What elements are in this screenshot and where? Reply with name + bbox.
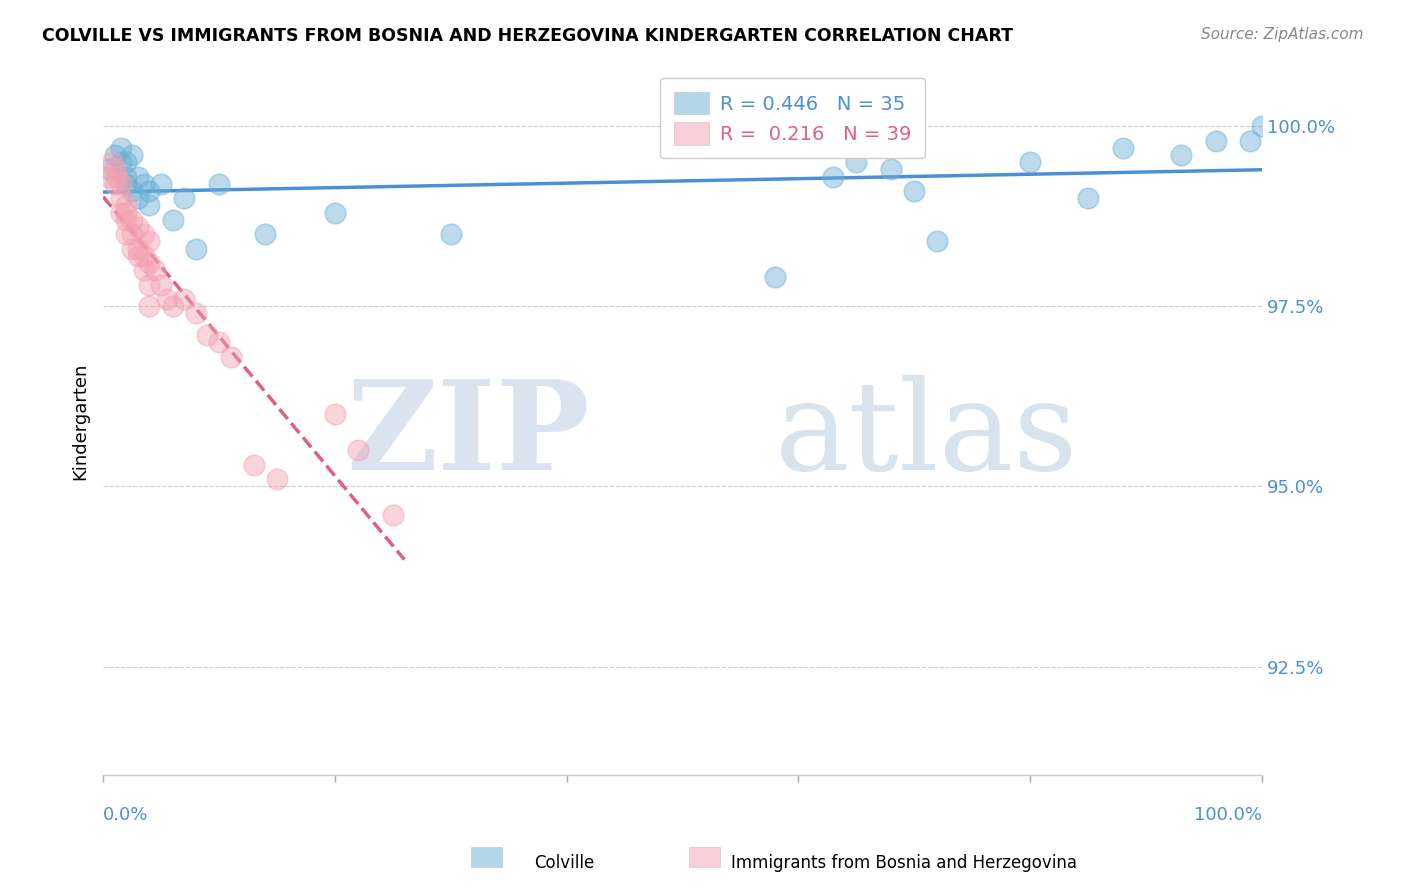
Point <box>880 162 903 177</box>
Point <box>132 177 155 191</box>
Point <box>115 198 138 212</box>
Point <box>104 162 127 177</box>
Point <box>110 205 132 219</box>
Point <box>110 141 132 155</box>
Point <box>110 191 132 205</box>
Point <box>127 242 149 256</box>
Point <box>162 299 184 313</box>
Point <box>104 148 127 162</box>
Legend: R = 0.446   N = 35, R =  0.216   N = 39: R = 0.446 N = 35, R = 0.216 N = 39 <box>659 78 925 158</box>
Point <box>115 155 138 169</box>
Y-axis label: Kindergarten: Kindergarten <box>72 363 89 480</box>
Point <box>323 205 346 219</box>
Text: Colville: Colville <box>534 855 595 872</box>
Point <box>1112 141 1135 155</box>
Point <box>138 235 160 249</box>
Point <box>173 191 195 205</box>
Point <box>105 169 128 184</box>
Point <box>197 328 219 343</box>
Point <box>162 212 184 227</box>
Point <box>763 270 786 285</box>
Point <box>115 205 138 219</box>
Point <box>132 263 155 277</box>
Text: 100.0%: 100.0% <box>1194 806 1263 824</box>
Point <box>104 177 127 191</box>
Point <box>143 263 166 277</box>
Point <box>138 256 160 270</box>
Point <box>97 169 120 184</box>
Point <box>1205 134 1227 148</box>
Point <box>127 191 149 205</box>
Point <box>903 184 925 198</box>
Text: Source: ZipAtlas.com: Source: ZipAtlas.com <box>1201 27 1364 42</box>
Point <box>266 472 288 486</box>
Point <box>1251 119 1274 133</box>
Text: ZIP: ZIP <box>346 376 589 496</box>
Text: atlas: atlas <box>775 376 1078 496</box>
Point <box>97 162 120 177</box>
Point <box>927 235 949 249</box>
Text: COLVILLE VS IMMIGRANTS FROM BOSNIA AND HERZEGOVINA KINDERGARTEN CORRELATION CHAR: COLVILLE VS IMMIGRANTS FROM BOSNIA AND H… <box>42 27 1014 45</box>
Point <box>132 249 155 263</box>
Point <box>150 277 173 292</box>
Point <box>381 508 404 523</box>
Bar <box>471 847 502 867</box>
Point <box>121 242 143 256</box>
Point <box>184 306 207 320</box>
Point <box>121 184 143 198</box>
Point <box>138 198 160 212</box>
Point <box>110 155 132 169</box>
Point <box>208 335 231 350</box>
Point <box>254 227 277 242</box>
Point <box>121 227 143 242</box>
Point <box>184 242 207 256</box>
Point <box>101 155 124 169</box>
Point <box>173 292 195 306</box>
Point <box>823 169 845 184</box>
Point <box>115 177 138 191</box>
Point <box>440 227 463 242</box>
Point <box>115 227 138 242</box>
Point <box>121 148 143 162</box>
Point <box>138 299 160 313</box>
Text: 0.0%: 0.0% <box>103 806 149 824</box>
Point <box>115 212 138 227</box>
Point <box>219 350 242 364</box>
Point <box>1170 148 1192 162</box>
Point <box>150 177 173 191</box>
Point <box>127 220 149 235</box>
Point <box>242 458 264 472</box>
Point <box>1077 191 1099 205</box>
Point <box>208 177 231 191</box>
Point <box>138 277 160 292</box>
Point <box>132 227 155 242</box>
Point <box>127 169 149 184</box>
Point <box>110 177 132 191</box>
Point <box>115 169 138 184</box>
Bar <box>689 847 720 867</box>
Point <box>138 184 160 198</box>
Point <box>156 292 179 306</box>
Text: Immigrants from Bosnia and Herzegovina: Immigrants from Bosnia and Herzegovina <box>731 855 1077 872</box>
Point <box>347 443 370 458</box>
Point <box>323 408 346 422</box>
Point <box>127 249 149 263</box>
Point <box>1019 155 1042 169</box>
Point <box>121 212 143 227</box>
Point <box>1239 134 1261 148</box>
Point <box>845 155 868 169</box>
